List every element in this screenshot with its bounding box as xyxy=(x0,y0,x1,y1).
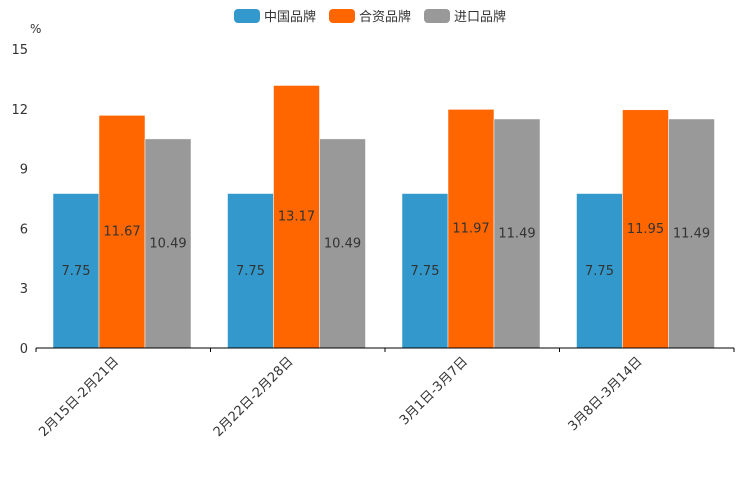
data-label-3-4: 11.49 xyxy=(673,226,710,241)
y-axis-unit-label: % xyxy=(30,22,41,36)
legend: 中国品牌 合资品牌 进口品牌 xyxy=(234,9,506,25)
bar-1-4 xyxy=(576,193,623,349)
data-label-1-3: 7.75 xyxy=(411,264,440,279)
legend-swatch-2 xyxy=(329,9,355,23)
legend-label-2: 合资品牌 xyxy=(359,9,411,25)
bar-3-2 xyxy=(319,138,366,349)
x-axis: 2月15日-2月21日 2月22日-2月28日 3月1日-3月7日 3月8日-3月14… xyxy=(35,347,735,440)
y-tick-label-15: 15 xyxy=(11,43,28,58)
legend-swatch-1 xyxy=(234,9,260,23)
bar-1-1 xyxy=(52,193,100,349)
bar-2-2 xyxy=(273,85,320,349)
data-label-3-2: 10.49 xyxy=(324,236,361,251)
data-labels: 7.75 11.67 10.49 7.75 13.17 10.49 7.75 11.97 11.… xyxy=(62,210,711,279)
y-tick-label-0: 0 xyxy=(20,342,28,357)
data-label-2-1: 11.67 xyxy=(103,225,140,240)
x-category-label-4: 3月8日-3月14日 xyxy=(566,354,646,434)
data-label-2-4: 11.95 xyxy=(627,222,664,237)
y-tick-label-12: 12 xyxy=(11,103,28,118)
y-tick-label-3: 3 xyxy=(20,282,28,297)
data-label-1-1: 7.75 xyxy=(62,264,91,279)
legend-label-3: 进口品牌 xyxy=(454,9,506,25)
y-tick-label-9: 9 xyxy=(20,163,28,178)
data-label-2-3: 11.97 xyxy=(452,222,489,237)
y-axis: 0 3 6 9 12 15 xyxy=(11,43,28,357)
data-label-3-3: 11.49 xyxy=(498,226,535,241)
data-label-2-2: 13.17 xyxy=(278,210,315,225)
bar-2-3 xyxy=(447,109,495,349)
data-label-1-4: 7.75 xyxy=(585,264,614,279)
legend-label-1: 中国品牌 xyxy=(264,9,316,25)
bar-3-4 xyxy=(668,118,715,349)
bar-1-2 xyxy=(227,193,274,349)
data-label-1-2: 7.75 xyxy=(236,264,265,279)
bar-3-1 xyxy=(144,138,192,349)
y-tick-label-6: 6 xyxy=(20,222,28,237)
bars xyxy=(52,85,715,349)
bar-2-1 xyxy=(98,115,146,349)
x-category-label-3: 3月1日-3月7日 xyxy=(397,354,471,428)
x-category-label-1: 2月15日-2月21日 xyxy=(36,354,122,440)
data-label-3-1: 10.49 xyxy=(149,236,186,251)
legend-swatch-3 xyxy=(424,9,450,23)
x-category-label-2: 2月22日-2月28日 xyxy=(211,354,297,440)
